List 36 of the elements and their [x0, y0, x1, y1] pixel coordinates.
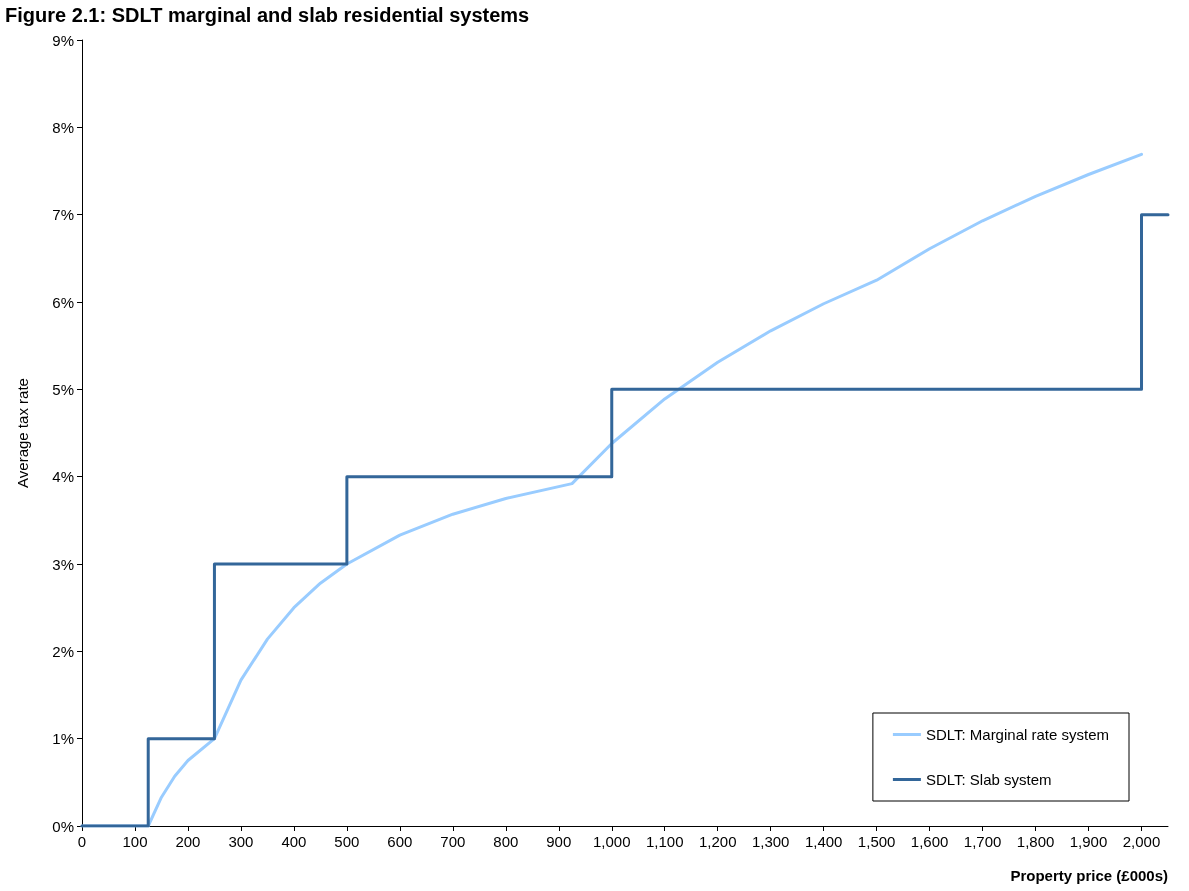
- x-tick-label: 700: [440, 833, 466, 850]
- x-tick-label: 1,300: [751, 833, 790, 850]
- x-tick-label: 1,000: [592, 833, 631, 850]
- x-tick-label: 900: [546, 833, 572, 850]
- y-tick-label: 7%: [52, 206, 74, 224]
- y-tick-label: 8%: [52, 118, 74, 136]
- x-tick-label: 1,600: [910, 833, 949, 850]
- x-tick-label: 800: [493, 833, 519, 850]
- x-tick-label: 1,200: [698, 833, 737, 850]
- legend-label: SDLT: Marginal rate system: [925, 726, 1110, 743]
- x-tick-label: 600: [387, 833, 413, 850]
- y-tick-label: 4%: [52, 468, 74, 486]
- y-tick-label: 6%: [52, 293, 74, 311]
- y-tick-label: 3%: [52, 555, 74, 573]
- y-tick-label: 1%: [52, 730, 74, 748]
- x-tick-label: 1,100: [645, 833, 684, 850]
- x-tick-label: 1,900: [1069, 833, 1108, 850]
- x-tick-label: 1,400: [804, 833, 843, 850]
- y-tick-label: 5%: [52, 380, 74, 398]
- x-tick-label: 100: [122, 833, 148, 850]
- y-tick-label: 0%: [52, 817, 74, 835]
- x-tick-label: 1,700: [963, 833, 1002, 850]
- legend-label: SDLT: Slab system: [925, 771, 1052, 788]
- x-tick-label: 400: [281, 833, 307, 850]
- x-tick-label: 300: [228, 833, 254, 850]
- x-tick-label: 0: [77, 833, 87, 850]
- x-tick-label: 1,800: [1016, 833, 1055, 850]
- y-axis-title: Average tax rate: [14, 378, 31, 488]
- y-tick-label: 2%: [52, 642, 74, 660]
- x-tick-label: 2,000: [1122, 833, 1161, 850]
- x-tick-label: 200: [175, 833, 201, 850]
- x-axis-title: Property price (£000s): [1010, 867, 1168, 884]
- x-tick-label: 1,500: [857, 833, 896, 850]
- y-tick-label: 9%: [52, 31, 74, 49]
- x-tick-label: 500: [334, 833, 360, 850]
- chart-title: Figure 2.1: SDLT marginal and slab residential systems: [5, 4, 530, 26]
